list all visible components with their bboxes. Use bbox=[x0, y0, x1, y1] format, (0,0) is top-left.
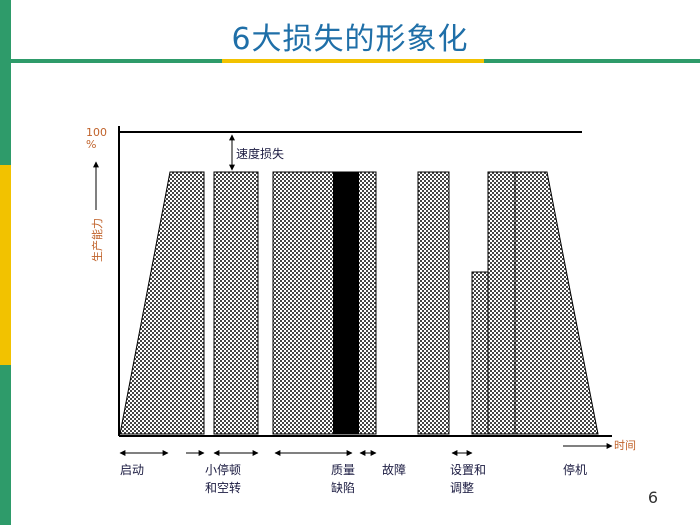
left-bar-bottom-green bbox=[0, 365, 11, 525]
label-startup: 启动 bbox=[120, 463, 144, 477]
block-setup-ramp bbox=[471, 271, 490, 435]
left-bar-middle-yellow bbox=[0, 165, 11, 365]
block-after-startup bbox=[213, 171, 259, 435]
x-axis-label: 时间 bbox=[614, 439, 636, 452]
label-shutdown: 停机 bbox=[563, 462, 587, 477]
block-after-setup bbox=[487, 171, 516, 435]
left-bar-top-green bbox=[0, 0, 11, 165]
label-breakdowns: 故障 bbox=[382, 462, 406, 477]
block-shutdown bbox=[514, 171, 599, 435]
label-minor-stops-line1: 小停顿 bbox=[205, 462, 241, 477]
slide-title: 6大损失的形象化 bbox=[231, 22, 469, 57]
y-top-percent: % bbox=[86, 138, 96, 151]
y-top-label: 100 bbox=[86, 126, 107, 139]
title-rule-yellow bbox=[222, 59, 484, 63]
block-startup bbox=[119, 171, 205, 435]
page-number: 6 bbox=[647, 488, 658, 507]
block-after-breakdown bbox=[417, 171, 450, 435]
label-setup-line1: 设置和 bbox=[450, 463, 486, 477]
block-main-run bbox=[272, 171, 377, 435]
speed-loss-label: 速度损失 bbox=[236, 146, 284, 161]
label-quality-defects-line1: 质量 bbox=[331, 463, 355, 477]
label-minor-stops-line2: 和空转 bbox=[205, 480, 241, 495]
block-quality-defect bbox=[333, 172, 359, 434]
label-setup-line2: 调整 bbox=[450, 480, 474, 495]
y-axis-label: 生产能力 bbox=[90, 218, 104, 262]
label-quality-defects-line2: 缺陷 bbox=[331, 480, 355, 495]
left-accent-bar bbox=[0, 0, 11, 525]
